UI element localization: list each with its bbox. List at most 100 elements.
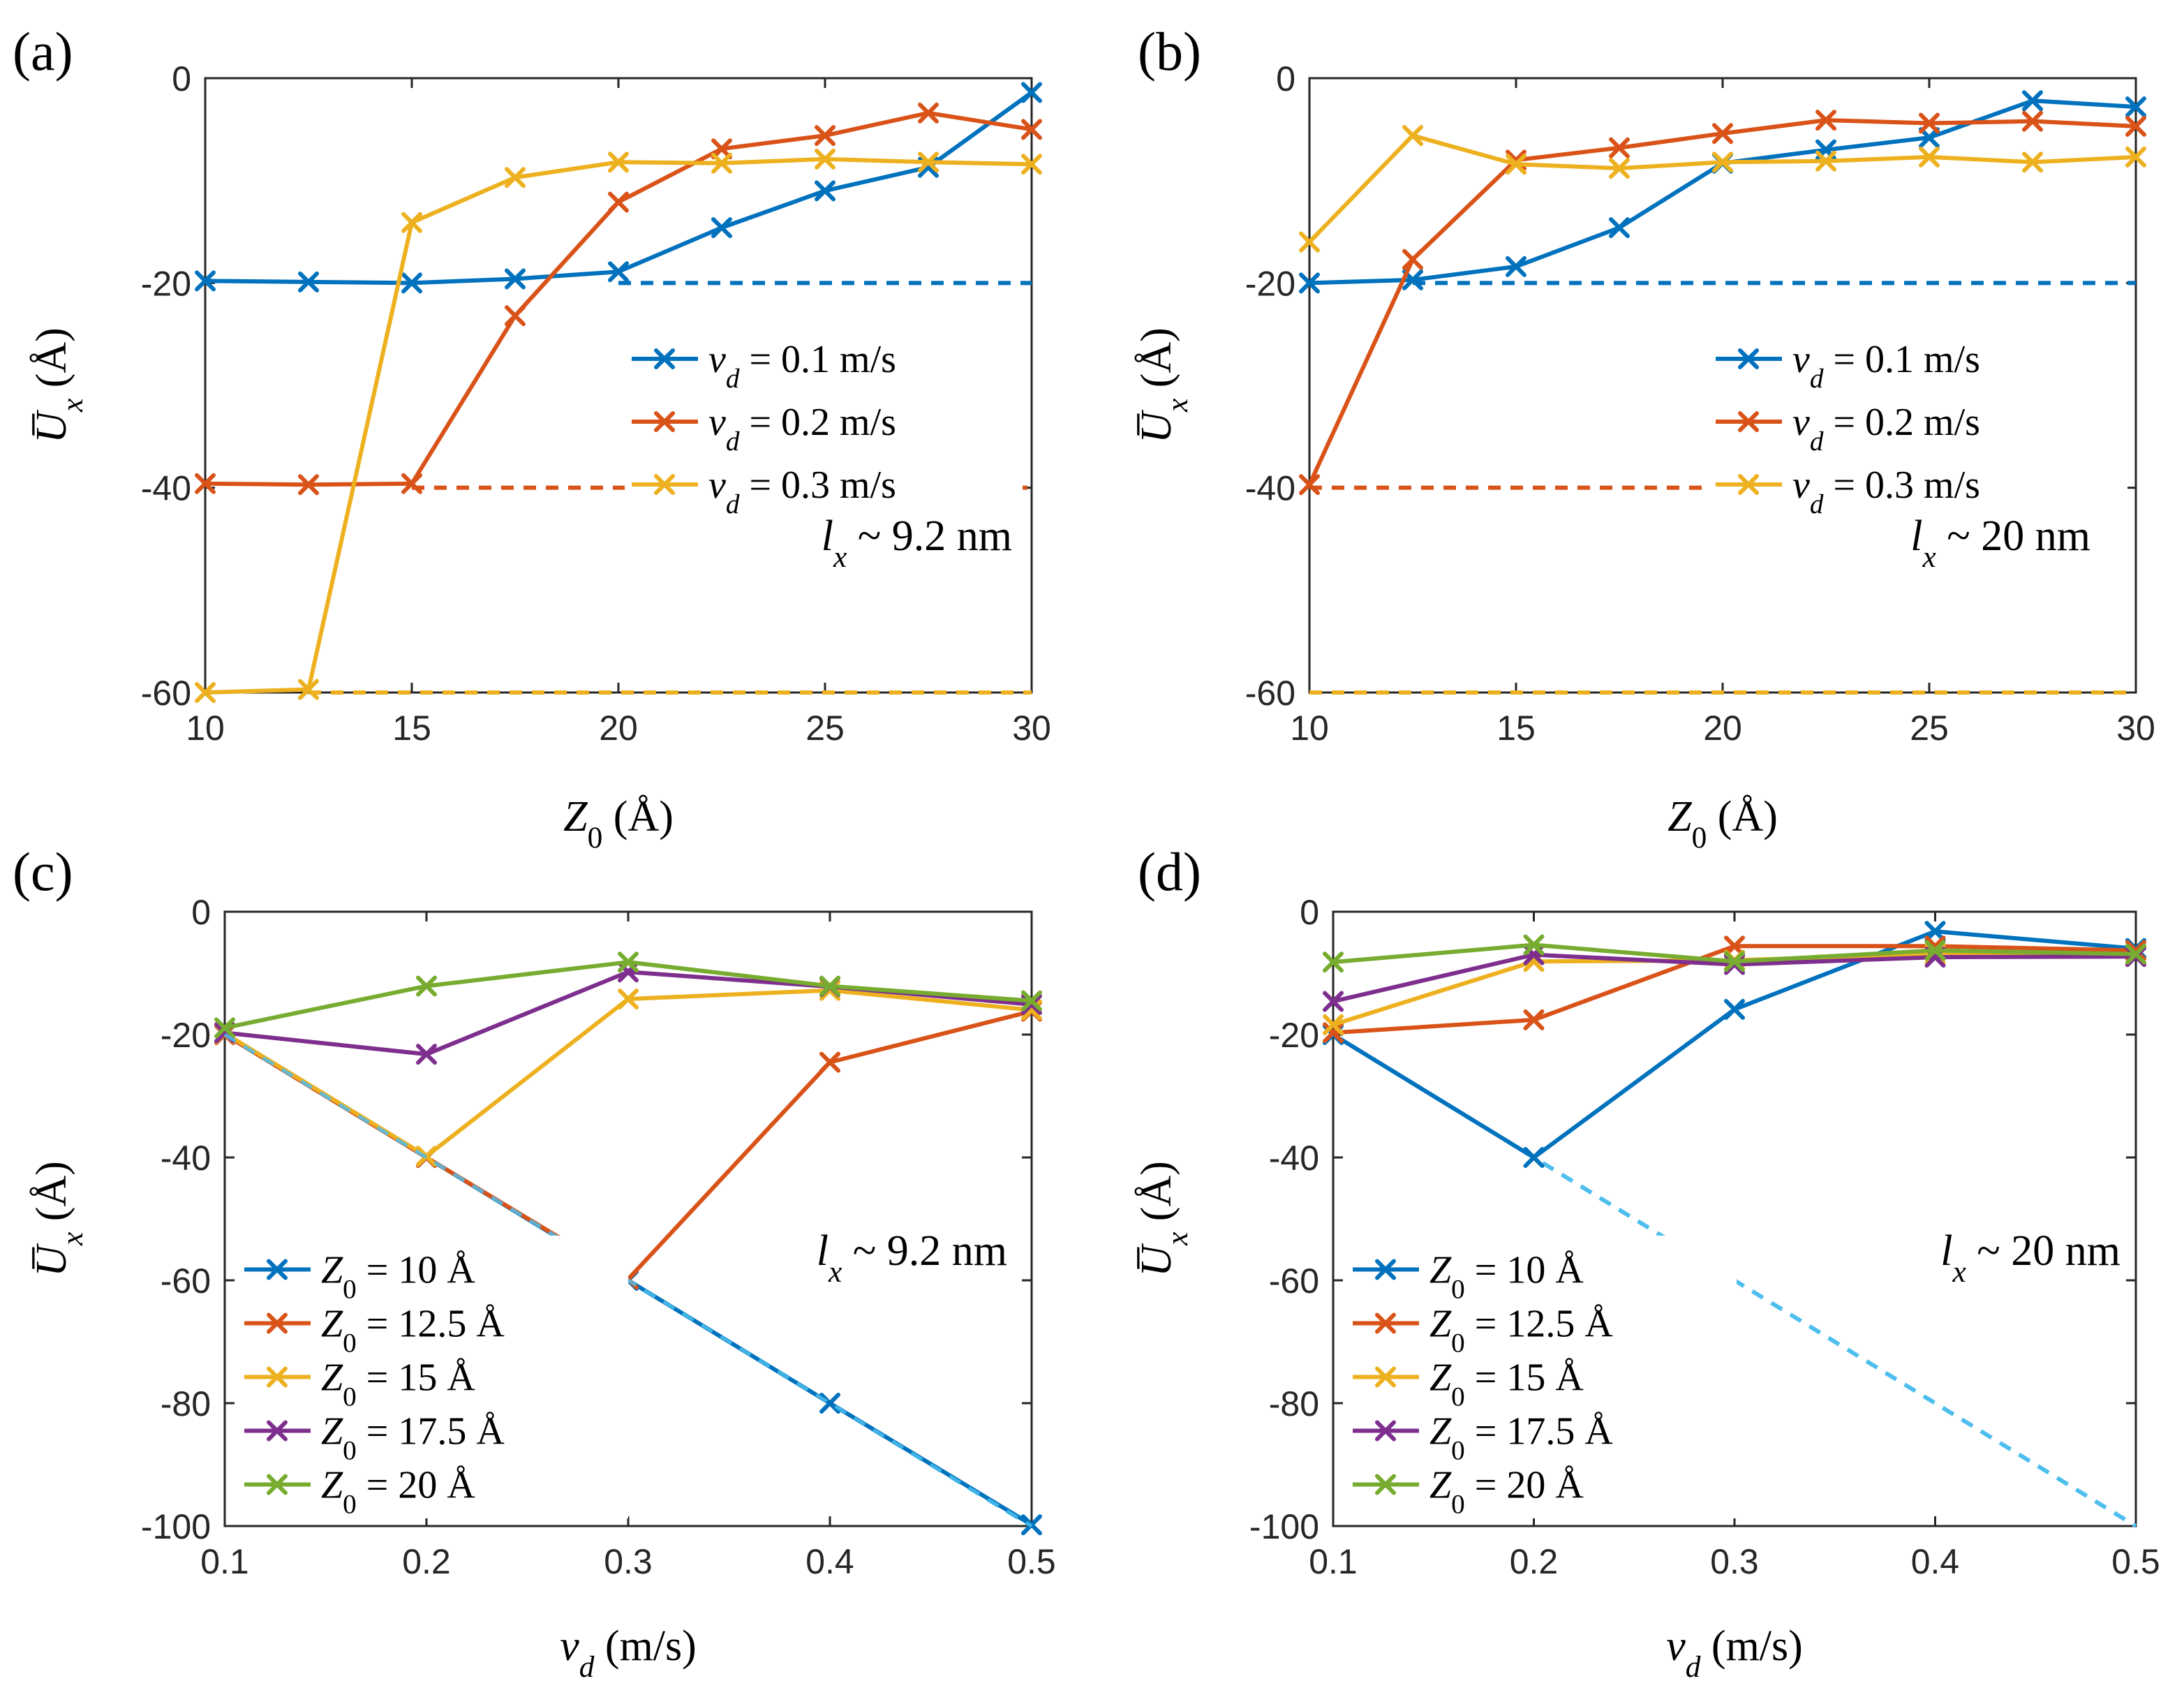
data-point: [195, 473, 216, 494]
data-point: [815, 148, 835, 170]
legend-label: Z0 = 12.5 Å: [321, 1303, 505, 1358]
panel-label: (c): [13, 841, 73, 902]
data-point: [1724, 998, 1745, 1020]
legend-item: vd = 0.2 m/s: [1716, 401, 1980, 457]
legend-item: vd = 0.3 m/s: [1716, 464, 1980, 519]
x-tick-label: 0.5: [1007, 1542, 1056, 1581]
y-tick-label: 0: [191, 893, 211, 932]
legend-swatch-marker: [1738, 411, 1759, 432]
y-axis-title: U̅x (Å): [1133, 327, 1194, 443]
data-point: [2125, 943, 2146, 965]
data-point: [1609, 217, 1630, 239]
legend-swatch-marker: [654, 474, 675, 495]
x-tick-label: 0.4: [1911, 1542, 1960, 1581]
legend-label: Z0 = 10 Å: [321, 1249, 475, 1305]
chart-panel-a: 10 15 20 25 30 0 -20 -40 -60 vd = 0.1 m/s vd = 0.2…: [13, 21, 1051, 854]
data-point: [1021, 119, 1042, 140]
data-point: [1919, 146, 1940, 168]
y-tick-label: -60: [141, 674, 191, 713]
legend-swatch-marker: [267, 1474, 288, 1495]
series-line: [1307, 133, 2137, 244]
y-tick-label: -20: [1245, 264, 1295, 303]
legend-item: Z0 = 15 Å: [244, 1356, 475, 1412]
legend-item: vd = 0.1 m/s: [1716, 338, 1980, 394]
legend-label: Z0 = 20 Å: [321, 1464, 475, 1520]
x-tick-label: 25: [805, 709, 845, 748]
data-point: [2125, 115, 2146, 137]
data-point: [1924, 940, 1946, 961]
data-point: [819, 1051, 840, 1073]
data-point: [1299, 272, 1320, 294]
data-point: [815, 125, 835, 147]
data-point: [1021, 154, 1042, 175]
legend-swatch-marker: [1738, 474, 1759, 495]
data-point: [505, 167, 526, 188]
legend-label: Z0 = 10 Å: [1429, 1249, 1584, 1305]
data-point: [608, 191, 629, 213]
y-tick-label: -40: [1269, 1139, 1319, 1178]
legend-item: vd = 0.1 m/s: [632, 338, 896, 394]
series-3: [195, 148, 1042, 703]
series-line: [205, 91, 1033, 286]
series-line: [1309, 98, 2137, 286]
series-3: [214, 979, 1042, 1167]
series-line: [223, 988, 1032, 1159]
data-point: [918, 151, 939, 173]
data-point: [505, 305, 526, 327]
legend-label: vd = 0.2 m/s: [1792, 401, 1980, 457]
legend-swatch-marker: [1375, 1312, 1396, 1334]
data-point: [918, 102, 939, 124]
legend-item: Z0 = 20 Å: [244, 1464, 475, 1520]
legend-swatch-marker: [1375, 1420, 1396, 1442]
x-tick-label: 0.2: [1510, 1542, 1559, 1581]
data-point: [618, 988, 639, 1009]
y-ticks: 0 -20 -40 -60: [1245, 59, 2136, 713]
data-point: [2125, 96, 2146, 118]
y-tick-label: -60: [1245, 674, 1295, 713]
x-tick-label: 0.5: [2111, 1542, 2160, 1581]
y-tick-label: 0: [1276, 59, 1295, 98]
legend-swatch-marker: [1738, 348, 1759, 369]
x-tick-label: 0.1: [200, 1542, 249, 1581]
y-ticks: 0 -20 -40 -60 -80 -100: [1249, 893, 2136, 1546]
data-point: [2022, 90, 2043, 112]
data-point: [815, 180, 835, 202]
legend-label: Z0 = 17.5 Å: [1429, 1410, 1613, 1466]
legend-label: vd = 0.3 m/s: [1792, 464, 1980, 519]
x-tick-label: 0.1: [1309, 1542, 1358, 1581]
legend-label: vd = 0.1 m/s: [708, 338, 896, 394]
legend-swatch-marker: [1375, 1366, 1396, 1388]
legend-item: Z0 = 15 Å: [1353, 1356, 1584, 1412]
legend-item: Z0 = 20 Å: [1353, 1464, 1584, 1519]
y-tick-label: 0: [1300, 893, 1319, 932]
x-tick-label: 15: [1496, 709, 1536, 748]
data-point: [1323, 1014, 1344, 1035]
x-tick-label: 0.3: [1710, 1542, 1759, 1581]
data-point: [2022, 110, 2043, 132]
annotation-text: lx ~ 9.2 nm: [822, 512, 1012, 574]
data-point: [1815, 150, 1836, 172]
legend-item: Z0 = 12.5 Å: [1353, 1303, 1613, 1358]
data-point: [416, 975, 437, 997]
chart-panel-c: 0.1 0.2 0.3 0.4 0.5 0 -20 -40 -60 -80 -100 Z0 = 10 …: [13, 841, 1056, 1684]
legend-swatch-marker: [267, 1366, 288, 1388]
y-ticks: 0 -20 -40 -60: [141, 59, 1032, 713]
x-tick-label: 0.2: [402, 1542, 451, 1581]
panel-label: (d): [1138, 841, 1201, 902]
y-tick-label: 0: [172, 59, 191, 98]
legend-label: Z0 = 15 Å: [321, 1356, 475, 1412]
legend-item: vd = 0.3 m/s: [632, 464, 896, 519]
data-point: [1724, 951, 1745, 972]
data-point: [1506, 154, 1526, 175]
legend: Z0 = 10 ÅZ0 = 12.5 ÅZ0 = 15 ÅZ0 = 17.5 Å…: [1346, 1236, 1737, 1519]
chart-panel-b: 10 15 20 25 30 0 -20 -40 -60 vd = 0.1 m/s vd = 0.2…: [1133, 21, 2155, 854]
data-point: [1919, 127, 1940, 149]
data-point: [1609, 158, 1630, 179]
data-point: [819, 975, 840, 997]
data-point: [1712, 151, 1733, 173]
annotation-text: lx ~ 9.2 nm: [817, 1227, 1007, 1289]
data-point: [1323, 991, 1344, 1012]
data-point: [2125, 146, 2146, 168]
y-tick-label: -80: [1269, 1384, 1319, 1423]
